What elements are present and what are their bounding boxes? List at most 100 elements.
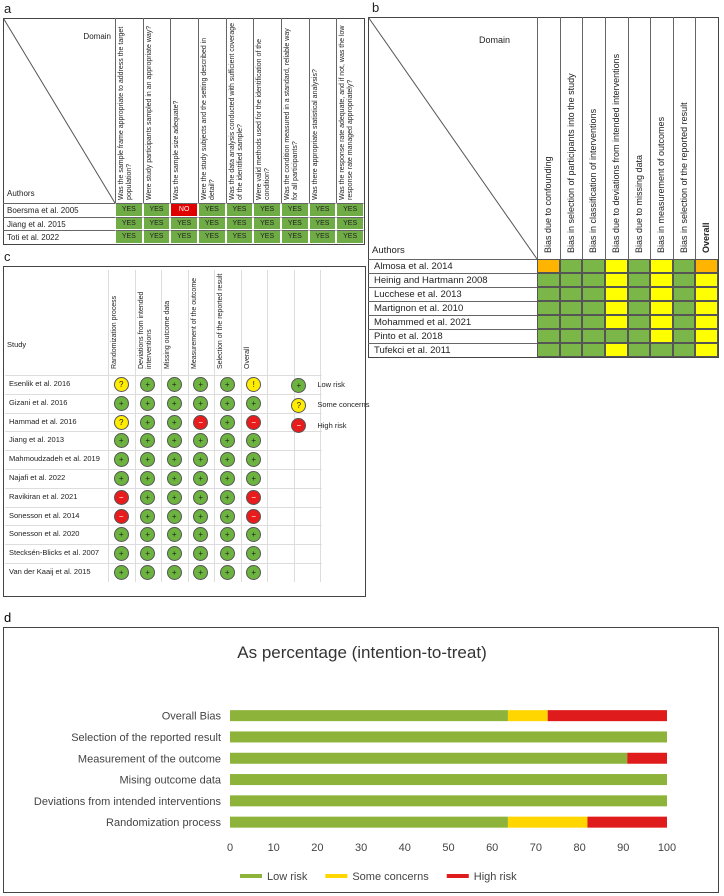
judgment-cell [672, 259, 696, 273]
judgment-cell [537, 315, 560, 329]
study-cell: Jiang et al. 2013 [9, 435, 65, 445]
judgment-circle: − [113, 489, 129, 505]
judgment-circle: + [246, 527, 262, 543]
judgment-circle: + [219, 414, 235, 430]
bar-segment [627, 752, 667, 764]
study-label: Study [7, 340, 27, 349]
domain-header: Bias due to deviations from intended int… [604, 17, 628, 259]
bar-segment [230, 710, 508, 722]
judgment-circle: + [140, 508, 156, 524]
x-tick-label: 10 [268, 842, 280, 854]
answer-cell: NO [170, 203, 198, 217]
domain-header: Bias in selection of the reported result [672, 17, 696, 259]
answer-cell: YES [170, 230, 198, 245]
authors-label: Authors [372, 245, 405, 256]
judgment-circle: + [193, 433, 209, 449]
answer-cell: YES [336, 230, 364, 245]
row-line [5, 506, 322, 508]
judgment-cell [604, 315, 628, 329]
judgment-circle: + [166, 470, 182, 486]
judgment-circle: + [140, 564, 156, 580]
row-line [5, 487, 322, 489]
judgment-cell [627, 287, 651, 301]
answer-cell: YES [115, 230, 143, 245]
answer-cell: YES [198, 230, 226, 245]
row-line [5, 431, 322, 433]
judgment-cell [582, 301, 605, 315]
panel-c-frame [3, 266, 366, 597]
judgment-cell [695, 287, 718, 301]
judgment-cell [559, 259, 583, 273]
study-cell: Stecksén-Blicks et al. 2007 [9, 548, 100, 558]
x-tick-label: 60 [486, 842, 498, 854]
domain-text: Bias in classification of interventions [588, 108, 599, 253]
judgment-circle: + [193, 564, 209, 580]
question-header: Was the sample frame appropriate to addr… [115, 18, 143, 203]
judgment-circle: + [140, 414, 156, 430]
judgment-circle: + [219, 470, 235, 486]
panel-label: a [4, 1, 12, 16]
question-text: Was the sample size adequate? [173, 100, 181, 200]
row-line [5, 563, 322, 564]
judgment-circle: + [140, 546, 156, 562]
y-tick-label: Overall Bias [162, 711, 222, 723]
domain-header: Overall [695, 17, 718, 259]
bar-segment [230, 774, 667, 786]
judgment-cell [672, 315, 696, 329]
judgment-circle: + [193, 527, 209, 543]
judgment-circle: + [219, 433, 235, 449]
judgment-circle: + [113, 433, 129, 449]
judgment-circle: − [246, 489, 262, 505]
domain-header: Bias due to confounding [537, 17, 560, 259]
domain-header: Randomization process [108, 270, 135, 369]
answer-cell: YES [225, 203, 254, 217]
question-text: Was the response rate adequate, and if n… [339, 25, 355, 200]
judgment-cell [582, 273, 605, 287]
judgment-cell [672, 287, 696, 301]
domain-text: Deviations from intended interventions [137, 291, 153, 369]
row-line [5, 412, 322, 414]
judgment-circle: ? [113, 376, 129, 392]
judgment-cell [604, 273, 628, 287]
answer-cell: YES [142, 216, 171, 231]
x-tick-label: 40 [399, 842, 411, 854]
judgment-cell [559, 301, 583, 315]
judgment-circle: + [193, 470, 209, 486]
judgment-circle: + [246, 452, 262, 468]
study-cell: Hammad et al. 2016 [9, 416, 77, 426]
domain-header: Bias in classification of interventions [582, 17, 605, 259]
question-text: Were the study subjects and the setting … [201, 37, 217, 200]
answer-cell: YES [170, 216, 198, 231]
judgment-circle: + [166, 546, 182, 562]
answer-cell: YES [225, 230, 254, 245]
bar-segment [547, 710, 667, 722]
domain-header: Measurement of the outcome [188, 270, 215, 369]
panel-label: b [372, 0, 380, 15]
judgment-cell [559, 273, 583, 287]
answer-cell: YES [115, 216, 143, 231]
judgment-circle: + [193, 395, 209, 411]
judgment-circle: + [246, 546, 262, 562]
judgment-circle: − [246, 414, 262, 430]
legend-label: Low risk [267, 871, 308, 883]
judgment-circle: + [140, 395, 156, 411]
row-line [5, 544, 322, 546]
judgment-circle: + [166, 376, 182, 392]
domain-header: Bias in measurement of outcomes [650, 17, 673, 259]
judgment-cell [650, 259, 673, 273]
author-cell: Boersma et al. 2005 [3, 203, 115, 217]
judgment-circle: ! [246, 376, 262, 392]
judgment-cell [537, 259, 560, 273]
judgment-cell [650, 329, 673, 343]
author-cell: Jiang et al. 2015 [3, 216, 115, 231]
domain-text: Bias due to deviations from intended int… [610, 53, 621, 253]
chart-title: As percentage (intention-to-treat) [237, 643, 486, 662]
column-divider [108, 270, 109, 582]
judgment-circle: + [246, 564, 262, 580]
judgment-cell [537, 273, 560, 287]
judgment-circle: + [246, 470, 262, 486]
judgment-cell [582, 287, 605, 301]
domain-text: Bias in selection of participants into t… [565, 73, 576, 253]
y-tick-label: Mising outcome data [120, 775, 222, 787]
